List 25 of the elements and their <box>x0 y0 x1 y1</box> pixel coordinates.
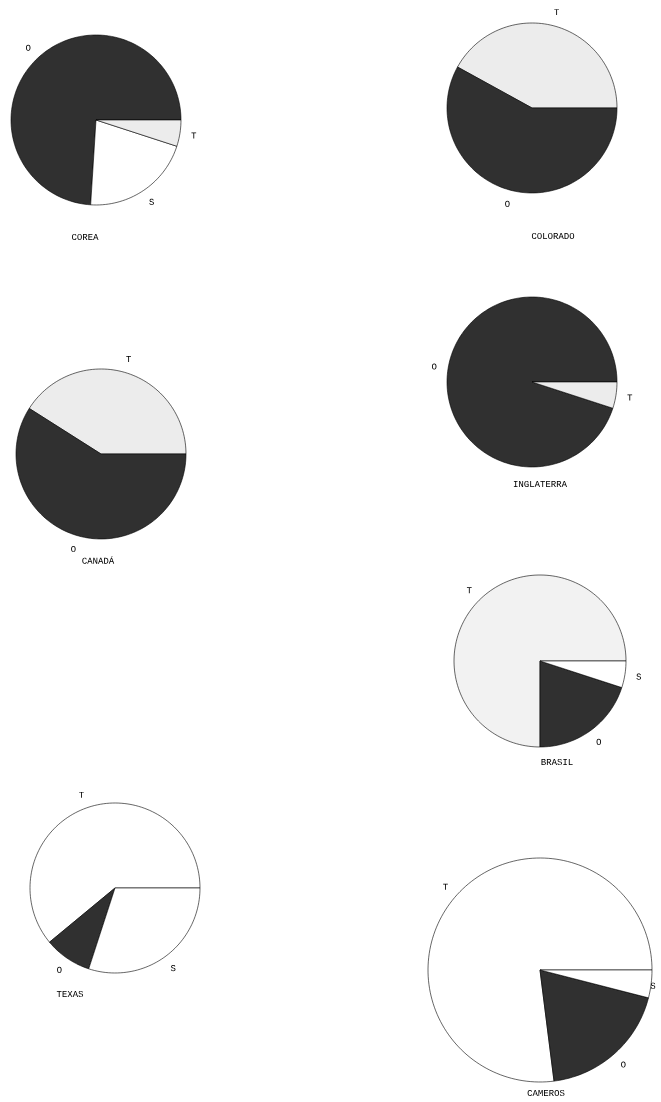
text: CANADÁ <box>82 556 115 564</box>
slice-label: T <box>443 883 448 890</box>
slice-label: S <box>170 965 176 972</box>
slice-label: O <box>621 1061 626 1068</box>
slice-label: O <box>596 738 602 745</box>
slice-label: S <box>149 198 154 205</box>
text: CAMEROS <box>527 1089 565 1097</box>
text: TEXAS <box>56 990 84 998</box>
slice-label: T <box>126 355 131 362</box>
slice-label: T <box>627 394 633 401</box>
slice-label: S <box>650 982 656 989</box>
slice-label: O <box>57 966 62 973</box>
text: COLORADO <box>531 232 575 240</box>
slice-label: T <box>466 587 472 594</box>
slice-label: O <box>25 44 31 51</box>
slice-label: T <box>79 791 84 798</box>
text: BRASIL <box>541 758 573 766</box>
text: INGLATERRA <box>513 480 567 488</box>
text: COREA <box>72 233 99 241</box>
slice-label: O <box>71 546 76 553</box>
slice-label: T <box>554 9 559 16</box>
slice-label: S <box>636 673 642 680</box>
slice-label: O <box>431 363 437 370</box>
slice-label: T <box>191 132 197 139</box>
slice-label: O <box>505 200 510 207</box>
